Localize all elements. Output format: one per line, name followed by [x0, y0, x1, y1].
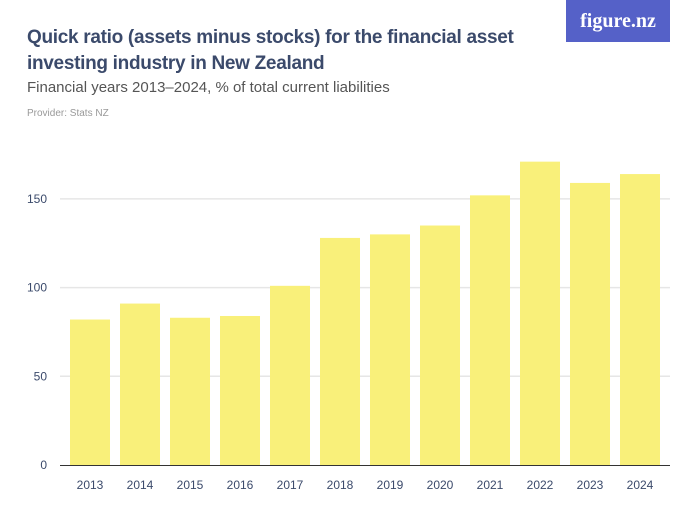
x-tick-label: 2020: [427, 478, 454, 492]
y-tick-label: 150: [27, 192, 47, 206]
bar-2014: [120, 303, 160, 465]
chart-title: Quick ratio (assets minus stocks) for th…: [27, 27, 514, 74]
bar-2023: [570, 182, 610, 465]
y-tick-label: 50: [34, 369, 48, 383]
chart-subtitle: Financial years 2013–2024, % of total cu…: [27, 79, 390, 96]
x-tick-label: 2023: [577, 478, 604, 492]
bar-2018: [320, 237, 360, 465]
bar-2015: [170, 317, 210, 465]
x-tick-label: 2021: [477, 478, 504, 492]
x-tick-label: 2013: [77, 478, 104, 492]
x-tick-label: 2017: [277, 478, 304, 492]
bar-2017: [270, 285, 310, 465]
bar-2016: [220, 315, 260, 465]
bar-2020: [420, 225, 460, 465]
x-tick-label: 2014: [127, 478, 154, 492]
bar-2019: [370, 234, 410, 465]
x-tick-label: 2015: [177, 478, 204, 492]
x-tick-label: 2022: [527, 478, 554, 492]
bar-2022: [520, 161, 560, 465]
x-tick-label: 2016: [227, 478, 254, 492]
x-tick-label: 2024: [627, 478, 654, 492]
bar-2021: [470, 195, 510, 466]
x-tick-label: 2019: [377, 478, 404, 492]
y-tick-label: 0: [40, 458, 47, 472]
y-tick-label: 100: [27, 281, 47, 295]
bar-2013: [70, 319, 110, 465]
provider-label: Provider: Stats NZ: [27, 108, 109, 119]
figure-nz-logo[interactable]: figure.nz: [566, 0, 670, 42]
x-tick-label: 2018: [327, 478, 354, 492]
bar-2024: [620, 174, 660, 465]
